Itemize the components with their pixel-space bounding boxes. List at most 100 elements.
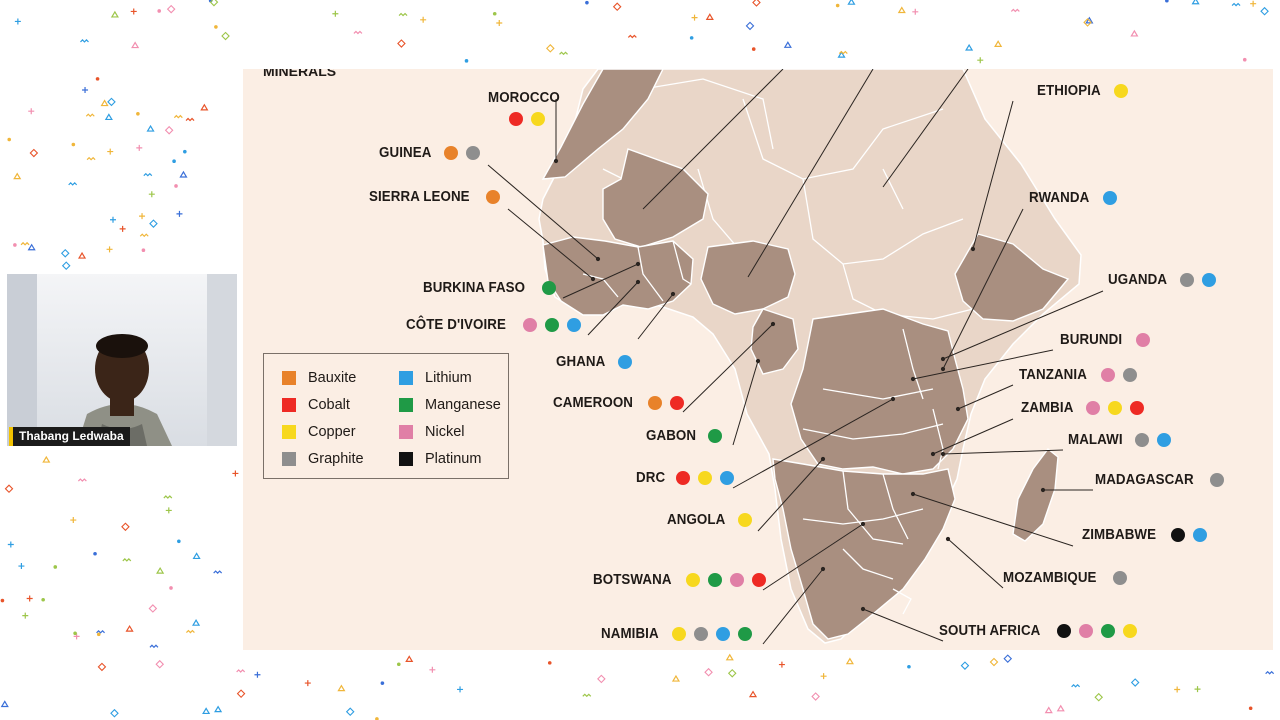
- legend-swatch: [282, 371, 296, 385]
- confetti-piece: [119, 225, 126, 232]
- confetti-piece: [29, 148, 39, 158]
- mineral-dot-nickel: [1135, 333, 1150, 347]
- mineral-dot-graphite: [1135, 433, 1150, 447]
- confetti-piece: [183, 149, 187, 154]
- confetti-piece: [139, 213, 146, 220]
- confetti-piece: [405, 655, 414, 662]
- leader-endpoint: [890, 396, 896, 402]
- leader-line: [942, 290, 1104, 360]
- confetti-piece: [104, 113, 113, 121]
- leader-line: [882, 69, 969, 188]
- confetti-piece: [214, 705, 223, 713]
- mineral-dot-nickel: [730, 573, 745, 587]
- leader-line: [942, 208, 1024, 370]
- mineral-dot-lithium: [1102, 191, 1117, 205]
- confetti-piece: [337, 684, 346, 692]
- legend-item-bauxite: Bauxite: [282, 368, 356, 388]
- mineral-dot-lithium: [715, 627, 730, 641]
- country-name: CAMEROON: [553, 395, 634, 411]
- country-label-morocco: MOROCCO: [488, 90, 566, 134]
- leader-endpoint: [1040, 487, 1046, 493]
- legend-item-platinum: Platinum: [399, 449, 481, 469]
- confetti-piece: [0, 700, 9, 708]
- confetti-piece: [53, 565, 58, 569]
- confetti-piece: [907, 664, 911, 669]
- confetti-piece: [85, 113, 95, 118]
- legend-swatch: [399, 371, 413, 385]
- confetti-piece: [1260, 6, 1269, 16]
- participant-video-frame: [7, 274, 237, 446]
- confetti-piece: [332, 10, 339, 17]
- confetti-piece: [146, 124, 155, 132]
- confetti-piece: [1250, 0, 1257, 7]
- confetti-piece: [811, 692, 820, 701]
- mineral-dot-bauxite: [486, 190, 501, 204]
- confetti-piece: [1165, 0, 1169, 3]
- confetti-piece: [22, 612, 29, 619]
- mineral-dot-cobalt: [675, 471, 690, 485]
- mineral-dot-manganese: [1101, 624, 1116, 638]
- country-name: SIERRA LEONE: [369, 189, 470, 205]
- confetti-piece: [1194, 686, 1201, 693]
- leader-line: [487, 164, 599, 260]
- country-name: SOUTH AFRICA: [939, 623, 1041, 639]
- country-label-ghana: GHANA: [556, 351, 632, 373]
- mineral-dot-graphite: [1210, 473, 1225, 487]
- leader-endpoint: [755, 358, 761, 364]
- confetti-piece: [149, 219, 158, 228]
- leader-line: [957, 384, 1014, 410]
- country-label-cameroon: CAMEROON: [553, 392, 684, 414]
- leader-endpoint: [590, 276, 596, 282]
- country-label-angola: ANGOLA: [667, 509, 753, 531]
- confetti-piece: [125, 624, 134, 632]
- legend-item-manganese: Manganese: [399, 395, 501, 415]
- confetti-piece: [13, 243, 17, 247]
- mineral-dot-copper: [671, 627, 686, 641]
- mineral-dot-graphite: [1122, 368, 1137, 382]
- confetti-piece: [597, 674, 606, 684]
- confetti-piece: [73, 631, 77, 636]
- mineral-dot-nickel: [522, 318, 537, 332]
- leader-line: [642, 69, 784, 210]
- confetti-piece: [1083, 18, 1092, 27]
- leader-endpoint: [940, 451, 946, 457]
- confetti-piece: [174, 184, 178, 188]
- legend-item-lithium: Lithium: [399, 368, 472, 388]
- legend-item-cobalt: Cobalt: [282, 395, 350, 415]
- country-name: MOROCCO: [488, 90, 560, 106]
- mineral-dot-bauxite: [648, 396, 662, 410]
- country-label-zimbabwe: ZIMBABWE: [1082, 524, 1207, 546]
- confetti-piece: [1010, 8, 1020, 13]
- legend-label: Graphite: [308, 451, 364, 467]
- confetti-piece: [148, 191, 155, 198]
- confetti-piece: [380, 681, 385, 685]
- confetti-piece: [106, 246, 113, 253]
- leader-line: [762, 523, 864, 591]
- leader-line: [912, 349, 1054, 380]
- mineral-dot-cobalt: [670, 396, 684, 410]
- confetti-piece: [689, 36, 694, 40]
- confetti-piece: [1003, 654, 1013, 663]
- confetti-piece: [994, 40, 1003, 47]
- confetti-piece: [77, 251, 87, 259]
- country-name: MOZAMBIQUE: [1003, 570, 1097, 586]
- confetti-piece: [96, 632, 101, 637]
- confetti-piece: [71, 142, 76, 147]
- legend-label: Manganese: [425, 397, 501, 413]
- leader-line: [972, 100, 1014, 250]
- confetti-piece: [492, 11, 497, 16]
- mineral-dot-copper: [697, 471, 712, 485]
- leader-endpoint: [595, 256, 601, 262]
- country-label-madagascar: MADAGASCAR: [1095, 469, 1225, 491]
- confetti-piece: [139, 233, 149, 238]
- confetti-piece: [1265, 670, 1275, 675]
- country-name: ANGOLA: [667, 512, 726, 528]
- country-name: RWANDA: [1029, 190, 1090, 206]
- confetti-piece: [745, 21, 755, 31]
- confetti-piece: [179, 170, 188, 178]
- participant-video-tile[interactable]: Thabang Ledwaba: [7, 274, 237, 446]
- mineral-dot-cobalt: [509, 112, 524, 126]
- confetti-piece: [214, 25, 218, 29]
- leader-endpoint: [945, 536, 951, 542]
- leader-line: [947, 538, 1004, 589]
